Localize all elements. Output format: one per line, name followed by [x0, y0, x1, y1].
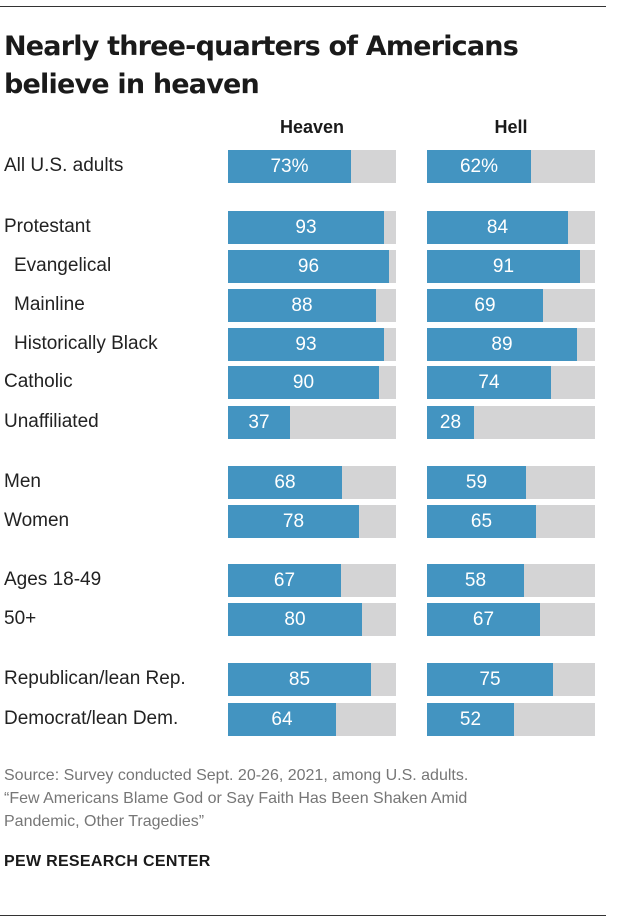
data-label: 75 [479, 669, 501, 690]
data-label: 67 [273, 570, 296, 591]
source-line: “Few Americans Blame God or Say Faith Ha… [4, 790, 468, 807]
bar-heaven [228, 406, 290, 439]
data-label: 89 [491, 334, 513, 355]
bar-heaven [228, 150, 351, 183]
data-label: 88 [291, 295, 313, 316]
bar-heaven [228, 366, 379, 399]
row-label: All U.S. adults [4, 155, 124, 176]
bar-hell [427, 564, 524, 597]
data-label: 93 [295, 334, 317, 355]
data-label: 91 [492, 256, 515, 277]
source-line: Source: Survey conducted Sept. 20-26, 20… [4, 767, 469, 784]
data-label: 62% [459, 156, 499, 177]
bar-hell [427, 703, 514, 736]
bar-heaven [228, 250, 389, 283]
source-line: Pandemic, Other Tragedies” [4, 813, 205, 830]
bar-heaven [228, 466, 342, 499]
row-label: Catholic [4, 371, 73, 392]
chart-title: Nearly three-quarters of Americans belie… [4, 31, 519, 100]
row-label: Men [4, 471, 41, 492]
row-label: Mainline [14, 294, 85, 315]
bar-hell [427, 211, 568, 244]
bottom-rule [0, 915, 606, 916]
row-label: Ages 18-49 [4, 569, 102, 590]
bar-hell [427, 150, 531, 183]
data-label: 80 [284, 609, 306, 630]
data-label: 96 [297, 256, 320, 277]
bar-hell [427, 466, 526, 499]
row-label: Protestant [4, 216, 91, 237]
data-label: 74 [478, 372, 500, 393]
data-label: 73% [270, 156, 309, 177]
row-label: Evangelical [14, 255, 112, 276]
row-label: Unaffiliated [4, 411, 99, 432]
bar-hell [427, 406, 474, 439]
column-header-heaven: Heaven [279, 117, 345, 137]
bar-heaven [228, 211, 384, 244]
source-note: Source: Survey conducted Sept. 20-26, 20… [4, 764, 604, 833]
row-label: Historically Black [14, 333, 158, 354]
row-label: Women [4, 510, 70, 531]
bar-heaven [228, 663, 371, 696]
top-rule [0, 6, 606, 7]
bar-hell [427, 366, 551, 399]
data-label: 68 [274, 472, 296, 493]
bar-hell [427, 328, 577, 361]
data-label: 90 [292, 372, 315, 393]
data-label: 37 [248, 412, 270, 433]
data-label: 52 [459, 709, 482, 730]
bar-heaven [228, 564, 341, 597]
data-label: 58 [464, 570, 487, 591]
brand-logo-text: PEW RESEARCH CENTER [4, 853, 211, 870]
bar-hell [427, 663, 553, 696]
bar-heaven [228, 328, 384, 361]
data-label: 93 [295, 217, 317, 238]
data-label: 84 [486, 217, 509, 238]
bar-heaven [228, 505, 359, 538]
data-label: 69 [474, 295, 496, 316]
data-label: 65 [470, 511, 493, 532]
bar-heaven [228, 289, 376, 322]
row-label: 50+ [4, 608, 37, 629]
bar-hell [427, 289, 543, 322]
data-label: 78 [282, 511, 305, 532]
row-label: Republican/lean Rep. [4, 668, 186, 689]
column-header-hell: Hell [494, 117, 528, 137]
data-label: 85 [288, 669, 311, 690]
data-label: 67 [472, 609, 495, 630]
data-label: 64 [271, 709, 293, 730]
data-label: 59 [465, 472, 488, 493]
bar-heaven [228, 603, 362, 636]
bar-hell [427, 505, 536, 538]
bar-hell [427, 250, 580, 283]
bar-heaven [228, 703, 336, 736]
bar-hell [427, 603, 540, 636]
row-label: Democrat/lean Dem. [4, 708, 179, 729]
data-label: 28 [439, 412, 462, 433]
